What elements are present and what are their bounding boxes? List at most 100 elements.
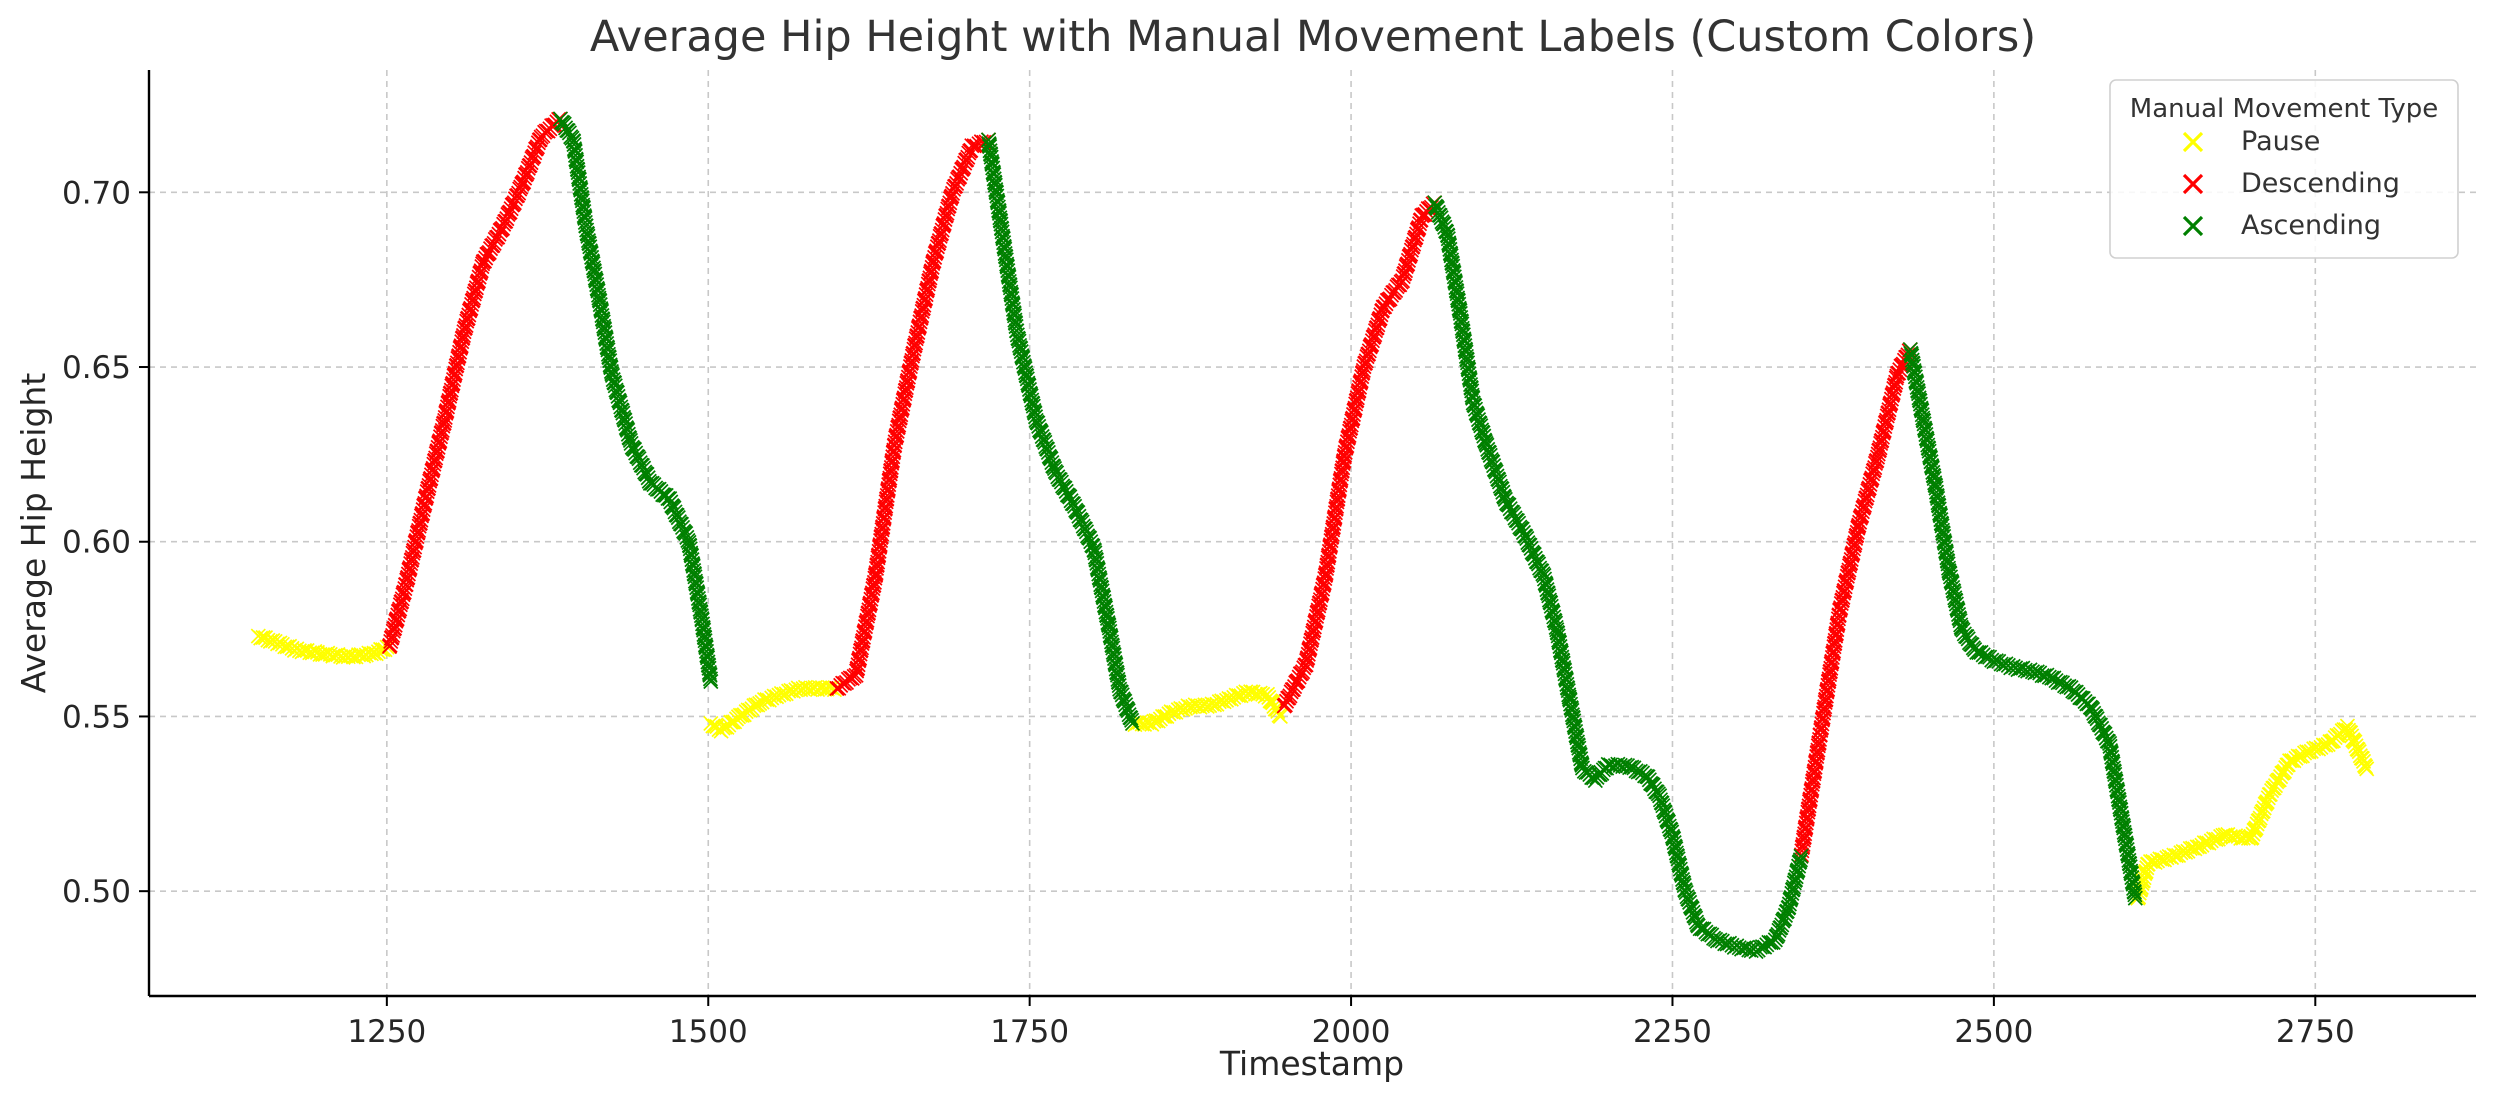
- data-point: [465, 292, 481, 308]
- legend-title: Manual Movement Type: [2130, 94, 2438, 124]
- data-point: [1100, 615, 1116, 631]
- x-tick-label: 1750: [990, 1014, 1069, 1050]
- data-point: [1534, 563, 1550, 579]
- data-point: [1124, 712, 1140, 728]
- data-point: [1666, 835, 1682, 851]
- data-point: [1355, 365, 1371, 381]
- data-point: [908, 331, 924, 347]
- data-point: [255, 629, 271, 646]
- data-point: [1230, 688, 1247, 704]
- data-point: [931, 235, 947, 251]
- x-ticks: 1250 1500 1750 2000 2250 2500 2750: [347, 996, 2355, 1050]
- data-point: [2189, 839, 2205, 855]
- data-point: [1451, 296, 1467, 312]
- data-point: [1392, 277, 1408, 293]
- data-point: [2198, 835, 2215, 851]
- grid: [149, 70, 2476, 996]
- data-point: [403, 555, 419, 572]
- data-point: [1888, 370, 1904, 386]
- y-tick-label: 0.60: [62, 525, 131, 561]
- data-point: [405, 545, 421, 561]
- data-point: [1194, 698, 1211, 714]
- data-point: [392, 597, 408, 613]
- data-point: [1878, 414, 1894, 430]
- data-point: [426, 456, 442, 472]
- data-point: [776, 686, 792, 702]
- x-tick-label: 1500: [669, 1014, 748, 1050]
- data-point: [1869, 452, 1885, 469]
- series-pause: [250, 628, 2375, 906]
- data-point: [1157, 708, 1173, 725]
- legend-entry-descending: Descending: [2182, 168, 2400, 199]
- scatter-points: [250, 111, 2375, 960]
- data-point: [1971, 644, 1987, 661]
- data-point: [1835, 585, 1852, 601]
- data-point: [1953, 617, 1969, 633]
- data-point: [966, 138, 982, 154]
- data-point: [1472, 415, 1488, 432]
- data-point: [1886, 380, 1902, 397]
- data-point: [1148, 712, 1164, 729]
- data-point: [454, 334, 470, 350]
- data-point: [2044, 670, 2060, 686]
- data-point: [1573, 751, 1589, 767]
- data-point: [390, 607, 406, 623]
- data-point: [2260, 790, 2276, 806]
- data-point: [279, 639, 295, 655]
- data-point: [455, 330, 471, 346]
- legend-marker: [2182, 215, 2204, 237]
- data-point: [702, 667, 718, 683]
- data-point: [702, 671, 719, 687]
- data-point: [1540, 585, 1556, 602]
- data-point: [1785, 881, 1801, 897]
- data-point: [307, 643, 323, 660]
- y-tick-label: 0.50: [62, 874, 131, 910]
- data-point: [1871, 442, 1887, 458]
- data-point: [1561, 687, 1577, 703]
- y-ticks: 0.50 0.55 0.60 0.65 0.70: [62, 175, 149, 910]
- data-point: [1011, 337, 1028, 354]
- data-point: [457, 320, 473, 336]
- data-point: [938, 207, 954, 223]
- series-ascending: [552, 111, 2143, 960]
- data-point: [427, 452, 443, 468]
- data-point: [1940, 560, 1957, 576]
- data-point: [1847, 530, 1864, 547]
- data-point: [2010, 662, 2026, 678]
- legend-frame: [2109, 79, 2459, 259]
- data-point: [1354, 369, 1370, 385]
- data-point: [1547, 615, 1564, 631]
- data-point: [399, 572, 415, 588]
- data-point: [1541, 592, 1558, 608]
- data-point: [2284, 752, 2300, 769]
- data-point: [1754, 939, 1771, 955]
- data-point: [1111, 674, 1127, 691]
- series-descending: [381, 111, 1918, 864]
- legend-marker: [2182, 131, 2204, 153]
- x-tick-label: 1250: [347, 1014, 426, 1050]
- data-point: [385, 623, 401, 639]
- y-tick-label: 0.55: [62, 699, 131, 735]
- data-point: [561, 125, 578, 141]
- legend-entry-ascending: Ascending: [2182, 210, 2381, 241]
- data-point: [1124, 715, 1141, 732]
- data-point: [1719, 936, 1735, 952]
- data-point: [1841, 558, 1858, 574]
- y-axis-label: Average Hip Height: [14, 373, 53, 694]
- data-point: [590, 287, 607, 303]
- data-point: [419, 484, 435, 500]
- legend: Manual Movement Type Pause Descending Asce…: [2109, 79, 2459, 259]
- data-point: [1784, 885, 1800, 902]
- y-tick-label: 0.70: [62, 175, 131, 211]
- data-point: [383, 633, 399, 650]
- data-point: [1247, 686, 1264, 702]
- data-point: [1947, 590, 1963, 606]
- data-point: [1879, 408, 1895, 424]
- data-point: [2355, 753, 2372, 769]
- data-point: [1046, 460, 1063, 477]
- data-point: [1927, 475, 1943, 491]
- data-point: [1672, 861, 1688, 877]
- data-point: [2125, 880, 2142, 897]
- chart-title: Average Hip Height with Manual Movement …: [590, 12, 2036, 62]
